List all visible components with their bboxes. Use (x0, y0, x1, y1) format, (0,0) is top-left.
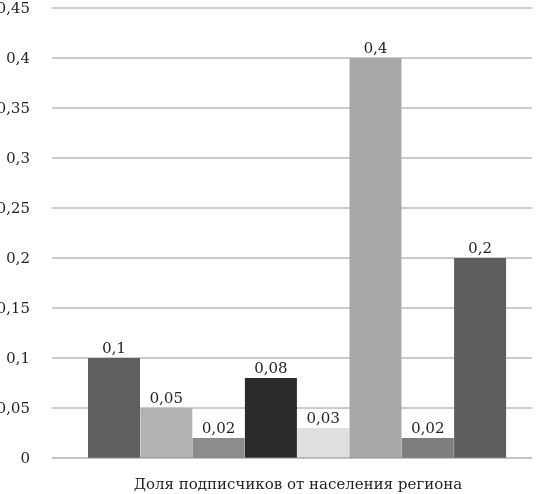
x-axis-title: Доля подписчиков от населения региона (134, 475, 462, 493)
bar (349, 58, 402, 458)
bar (297, 428, 350, 458)
y-tick-label: 0,2 (6, 249, 30, 267)
bar-value-label: 0,02 (411, 419, 444, 437)
y-tick-label: 0,25 (0, 199, 30, 217)
y-axis-tick-labels: 0 0,05 0,1 0,15 0,2 0,25 0,3 0,35 0,4 0,45 (0, 0, 30, 467)
bar (401, 438, 454, 458)
bar (454, 258, 507, 458)
y-tick-label: 0,05 (0, 399, 30, 417)
y-tick-label: 0,35 (0, 99, 30, 117)
bar-value-label: 0,08 (254, 359, 287, 377)
bar (140, 408, 193, 458)
y-tick-label: 0,1 (6, 349, 30, 367)
bars (88, 58, 507, 458)
y-tick-label: 0,3 (6, 149, 30, 167)
data-labels: 0,1 0,05 0,02 0,08 0,03 0,4 0,02 0,2 (102, 39, 492, 437)
bar-value-label: 0,4 (364, 39, 388, 57)
y-tick-label: 0,4 (6, 49, 30, 67)
y-tick-label: 0,15 (0, 299, 30, 317)
bar-value-label: 0,03 (306, 409, 339, 427)
bar-value-label: 0,05 (150, 389, 183, 407)
y-tick-label: 0,45 (0, 0, 30, 17)
bar-value-label: 0,1 (102, 339, 126, 357)
bar-value-label: 0,02 (202, 419, 235, 437)
bar (244, 378, 297, 458)
y-tick-label: 0 (20, 449, 30, 467)
bar-value-label: 0,2 (468, 239, 492, 257)
bar (88, 358, 140, 458)
bar (192, 438, 245, 458)
